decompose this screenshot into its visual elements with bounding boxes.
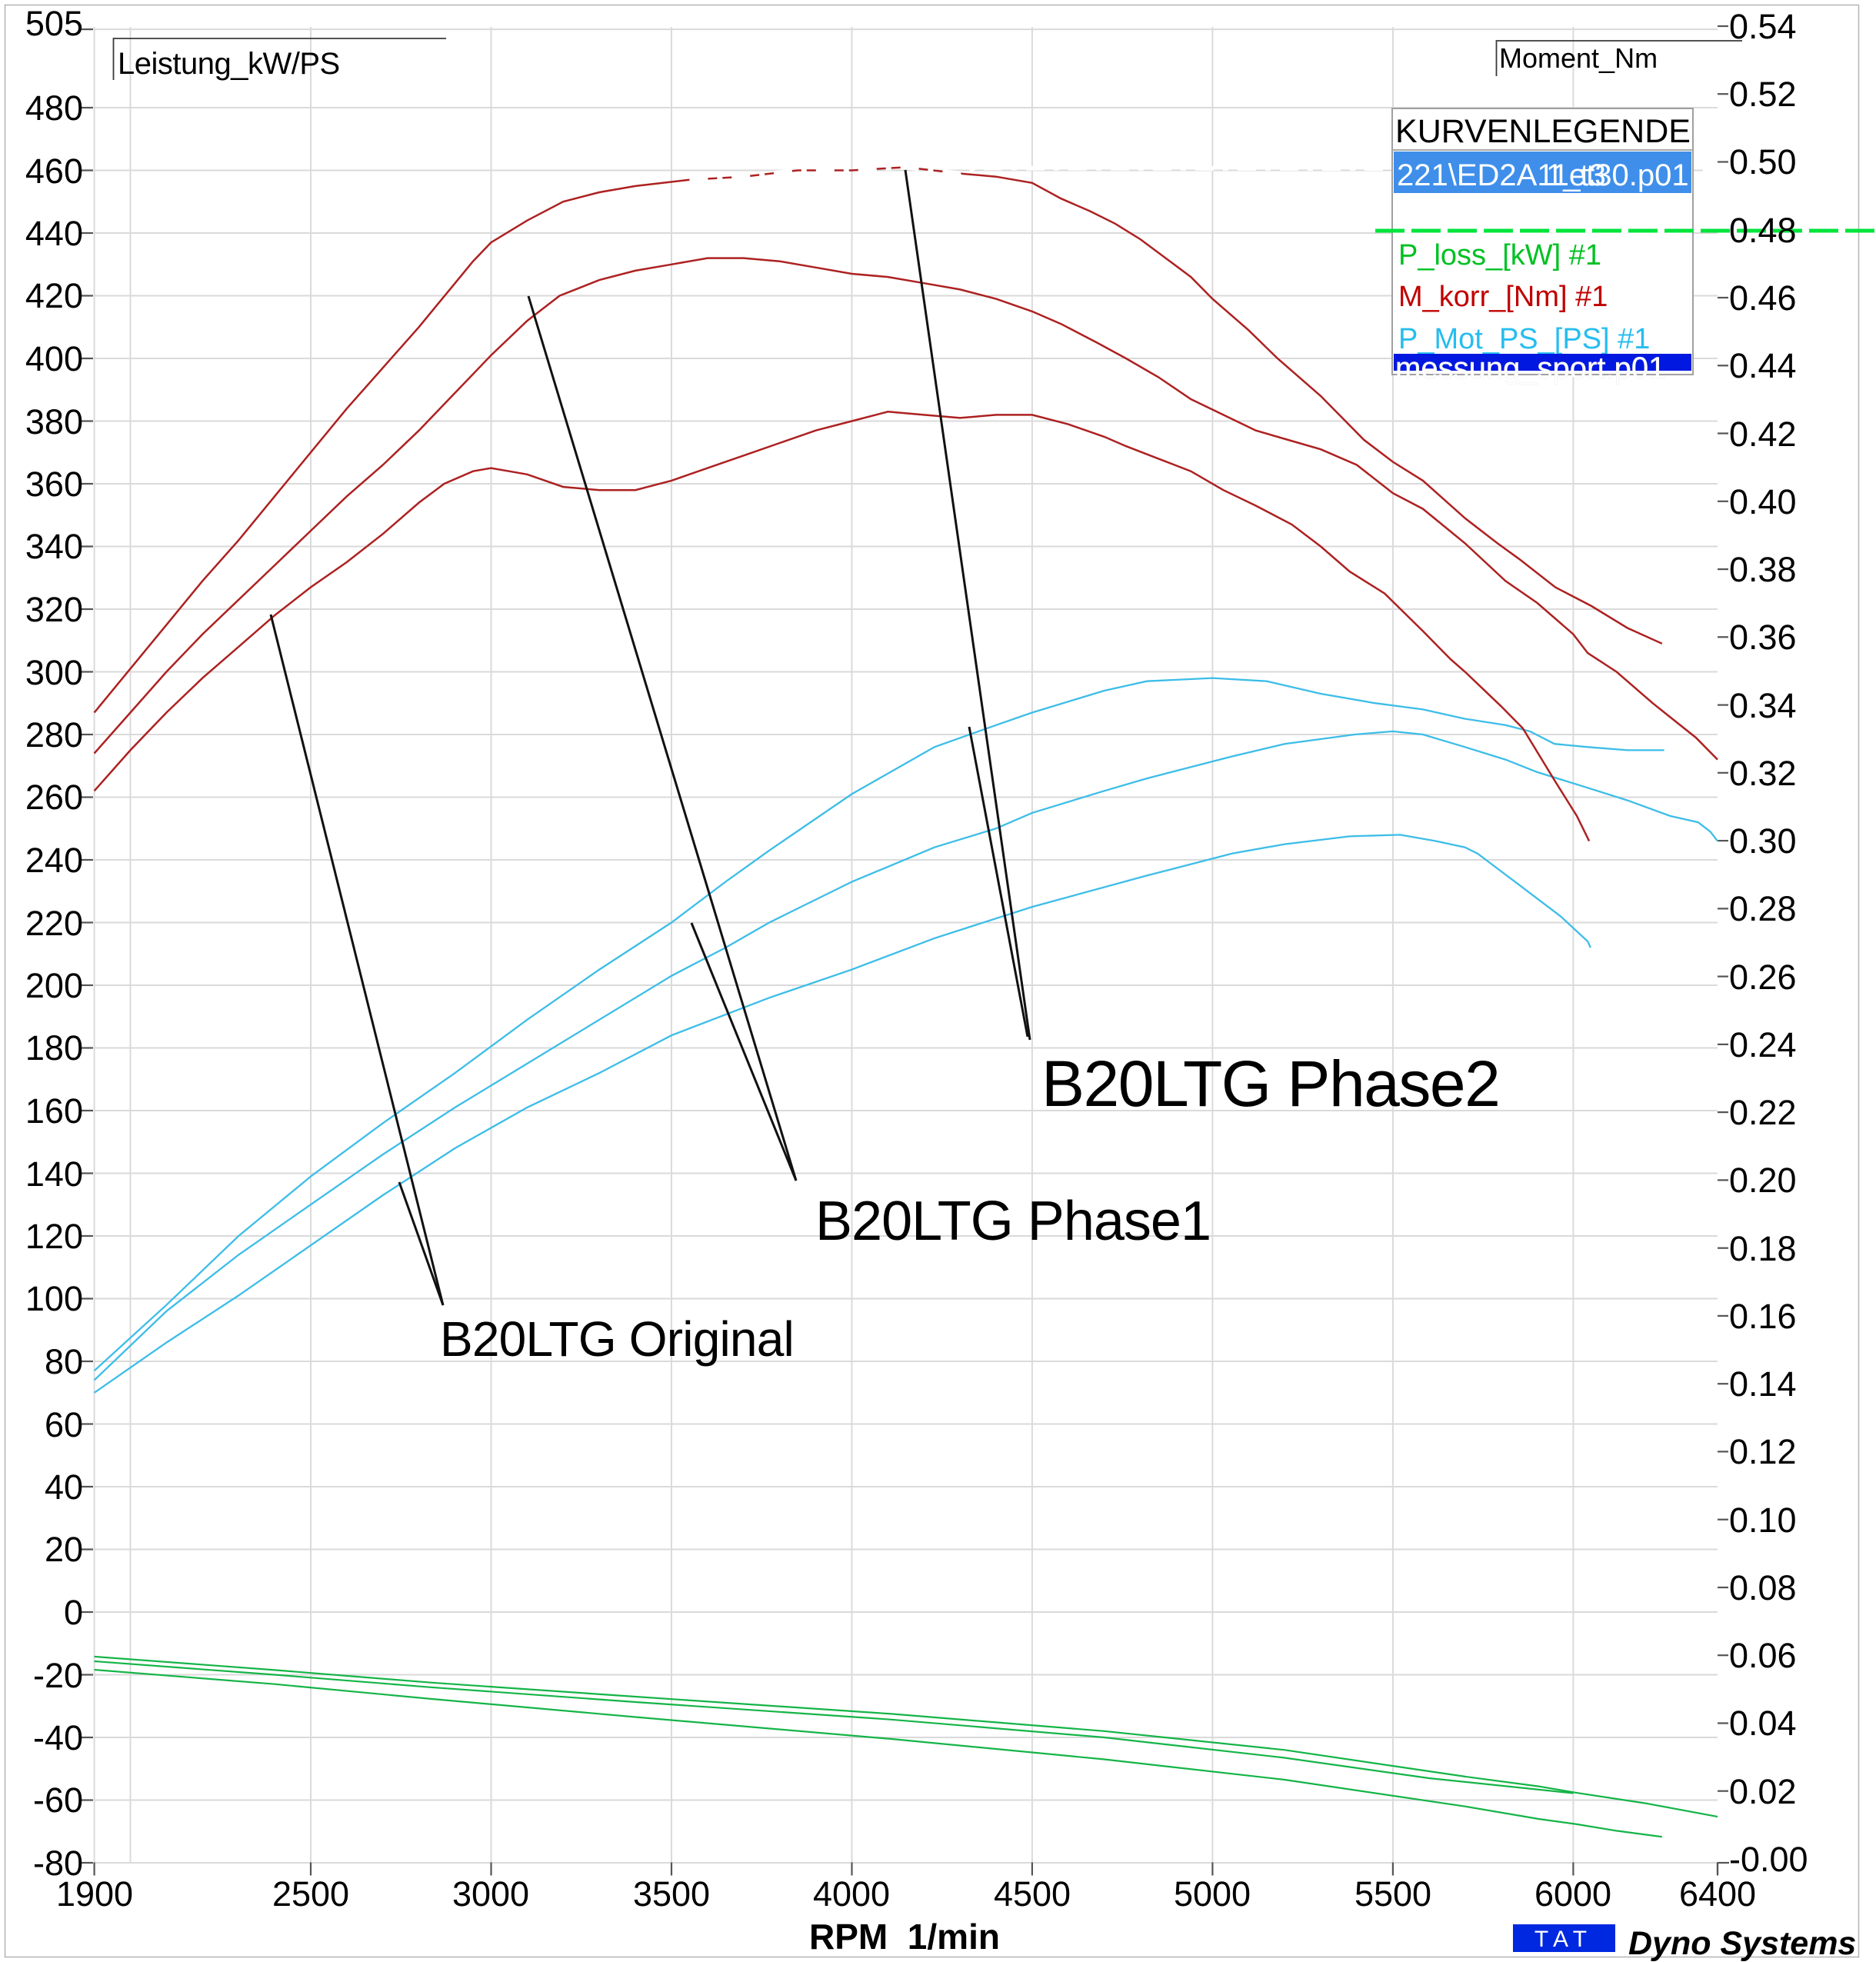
svg-text:0.54: 0.54: [1729, 7, 1797, 46]
svg-text:0.46: 0.46: [1729, 278, 1797, 318]
svg-text:Moment_Nm: Moment_Nm: [1499, 42, 1658, 74]
svg-text:221\ED2A11et30.p01: 221\ED2A11et30.p01: [1397, 158, 1689, 192]
svg-text:-60: -60: [33, 1780, 83, 1820]
svg-text:0.26: 0.26: [1729, 958, 1797, 997]
svg-text:380: 380: [25, 402, 83, 441]
svg-text:0.22: 0.22: [1729, 1093, 1797, 1132]
svg-text:0.38: 0.38: [1729, 550, 1797, 589]
svg-text:-40: -40: [33, 1718, 83, 1757]
svg-text:0.02: 0.02: [1729, 1772, 1797, 1811]
svg-text:0.40: 0.40: [1729, 482, 1797, 521]
svg-text:0: 0: [64, 1593, 83, 1632]
svg-text:260: 260: [25, 778, 83, 817]
svg-text:messung_sport.p01: messung_sport.p01: [1395, 351, 1665, 385]
svg-text:0.50: 0.50: [1729, 142, 1797, 182]
svg-text:280: 280: [25, 715, 83, 754]
svg-text:180: 180: [25, 1028, 83, 1068]
svg-text:RPM 1/min: RPM 1/min: [809, 1917, 1000, 1957]
svg-text:0.28: 0.28: [1729, 889, 1797, 928]
svg-text:420: 420: [25, 276, 83, 315]
svg-text:-20: -20: [33, 1656, 83, 1695]
svg-text:320: 320: [25, 590, 83, 629]
svg-text:P_Mot_PS_[PS] #1: P_Mot_PS_[PS] #1: [1398, 323, 1650, 355]
svg-text:2500: 2500: [272, 1874, 349, 1914]
svg-text:0.12: 0.12: [1729, 1432, 1797, 1471]
svg-text:0.24: 0.24: [1729, 1025, 1797, 1064]
svg-text:480: 480: [25, 88, 83, 128]
svg-text:0.20: 0.20: [1729, 1161, 1797, 1200]
svg-text:P_loss_[kW] #1: P_loss_[kW] #1: [1398, 239, 1601, 271]
svg-text:160: 160: [25, 1091, 83, 1131]
svg-text:0.14: 0.14: [1729, 1364, 1797, 1404]
svg-text:400: 400: [25, 339, 83, 378]
svg-text:5000: 5000: [1174, 1874, 1251, 1914]
svg-text:Dyno Systems: Dyno Systems: [1628, 1925, 1856, 1962]
svg-text:0.30: 0.30: [1729, 821, 1797, 861]
svg-text:460: 460: [25, 152, 83, 191]
svg-text:200: 200: [25, 966, 83, 1005]
svg-text:140: 140: [25, 1154, 83, 1194]
svg-text:KURVENLEGENDE: KURVENLEGENDE: [1395, 113, 1691, 150]
svg-text:0.34: 0.34: [1729, 686, 1797, 725]
svg-text:0.52: 0.52: [1729, 75, 1797, 114]
svg-text:0.04: 0.04: [1729, 1704, 1797, 1743]
svg-text:4500: 4500: [994, 1874, 1071, 1914]
svg-text:40: 40: [45, 1467, 83, 1507]
svg-text:TAT: TAT: [1534, 1927, 1593, 1952]
svg-text:6000: 6000: [1534, 1874, 1611, 1914]
svg-text:0.16: 0.16: [1729, 1297, 1797, 1336]
svg-text:-0.00: -0.00: [1729, 1840, 1808, 1879]
svg-text:220: 220: [25, 904, 83, 943]
svg-text:0.48: 0.48: [1729, 211, 1797, 250]
svg-text:80: 80: [45, 1342, 83, 1381]
svg-text:360: 360: [25, 465, 83, 504]
svg-text:5500: 5500: [1355, 1874, 1431, 1914]
svg-text:B20LTG Phase2: B20LTG Phase2: [1041, 1048, 1499, 1120]
svg-text:6400: 6400: [1679, 1874, 1756, 1914]
svg-text:1_t3: 1_t3: [1546, 158, 1606, 192]
svg-text:3000: 3000: [452, 1874, 529, 1914]
svg-text:3500: 3500: [633, 1874, 710, 1914]
svg-text:60: 60: [45, 1405, 83, 1444]
svg-text:0.44: 0.44: [1729, 346, 1797, 385]
svg-text:440: 440: [25, 214, 83, 253]
svg-text:Leistung_kW/PS: Leistung_kW/PS: [118, 47, 340, 81]
svg-text:505: 505: [25, 4, 83, 43]
svg-text:20: 20: [45, 1530, 83, 1569]
svg-text:240: 240: [25, 841, 83, 880]
svg-text:0.06: 0.06: [1729, 1636, 1797, 1675]
svg-text:B20LTG Phase1: B20LTG Phase1: [815, 1191, 1211, 1252]
svg-text:0.32: 0.32: [1729, 754, 1797, 793]
svg-text:-80: -80: [33, 1844, 83, 1883]
svg-text:120: 120: [25, 1217, 83, 1256]
svg-text:100: 100: [25, 1279, 83, 1318]
svg-text:4000: 4000: [813, 1874, 890, 1914]
svg-text:1900: 1900: [56, 1874, 133, 1914]
svg-text:340: 340: [25, 527, 83, 566]
svg-text:0.36: 0.36: [1729, 618, 1797, 657]
svg-text:B20LTG Original: B20LTG Original: [440, 1311, 794, 1367]
svg-text:M_korr_[Nm] #1: M_korr_[Nm] #1: [1398, 281, 1608, 313]
svg-text:0.42: 0.42: [1729, 415, 1797, 454]
svg-text:300: 300: [25, 653, 83, 692]
svg-text:0.18: 0.18: [1729, 1229, 1797, 1268]
svg-text:0.08: 0.08: [1729, 1568, 1797, 1607]
svg-text:0.10: 0.10: [1729, 1501, 1797, 1540]
